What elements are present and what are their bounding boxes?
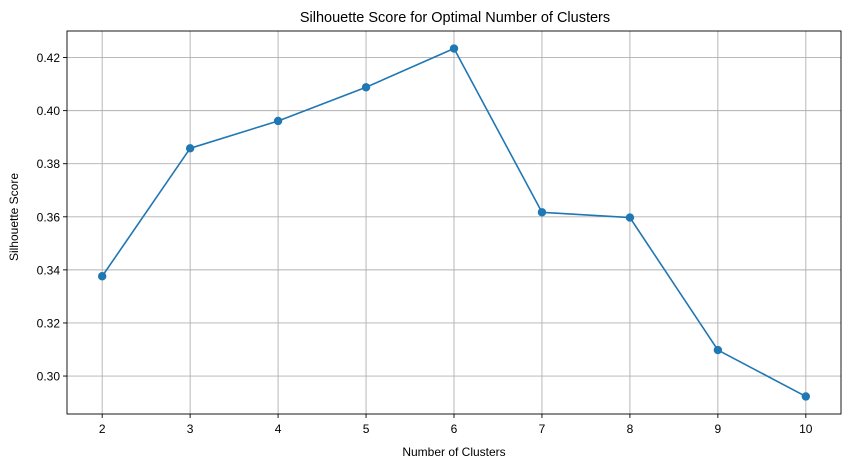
x-tick-label: 10 bbox=[799, 422, 813, 436]
plot-area bbox=[97, 44, 811, 401]
x-tick-label: 6 bbox=[451, 422, 458, 436]
y-tick-label: 0.38 bbox=[37, 157, 61, 171]
data-point bbox=[801, 392, 811, 401]
data-point bbox=[537, 208, 547, 217]
grid bbox=[67, 31, 841, 414]
data-point bbox=[361, 83, 371, 92]
y-axis-label: Silhouette Score bbox=[7, 173, 21, 261]
data-point bbox=[625, 213, 635, 222]
data-point bbox=[273, 116, 283, 126]
x-tick-label: 4 bbox=[275, 422, 282, 436]
y-axis: 0.30 0.32 0.34 0.36 0.38 0.40 0.42 bbox=[37, 51, 67, 384]
x-axis-label: Number of Clusters bbox=[402, 445, 505, 459]
data-point bbox=[185, 144, 195, 153]
y-tick-label: 0.42 bbox=[37, 51, 61, 65]
y-tick-label: 0.30 bbox=[37, 370, 61, 384]
x-tick-label: 7 bbox=[539, 422, 546, 436]
data-point bbox=[713, 345, 723, 355]
chart-title: Silhouette Score for Optimal Number of C… bbox=[300, 10, 610, 26]
y-tick-label: 0.32 bbox=[37, 316, 61, 330]
x-tick-label: 8 bbox=[627, 422, 634, 436]
x-axis: 2 3 4 5 6 7 8 9 10 bbox=[99, 414, 813, 436]
x-tick-label: 9 bbox=[715, 422, 722, 436]
data-point bbox=[97, 272, 107, 281]
x-tick-label: 3 bbox=[187, 422, 194, 436]
y-tick-label: 0.34 bbox=[37, 263, 61, 277]
y-tick-label: 0.36 bbox=[37, 210, 61, 224]
data-point bbox=[449, 44, 459, 53]
y-tick-label: 0.40 bbox=[37, 104, 61, 118]
x-tick-label: 5 bbox=[363, 422, 370, 436]
x-tick-label: 2 bbox=[99, 422, 106, 436]
